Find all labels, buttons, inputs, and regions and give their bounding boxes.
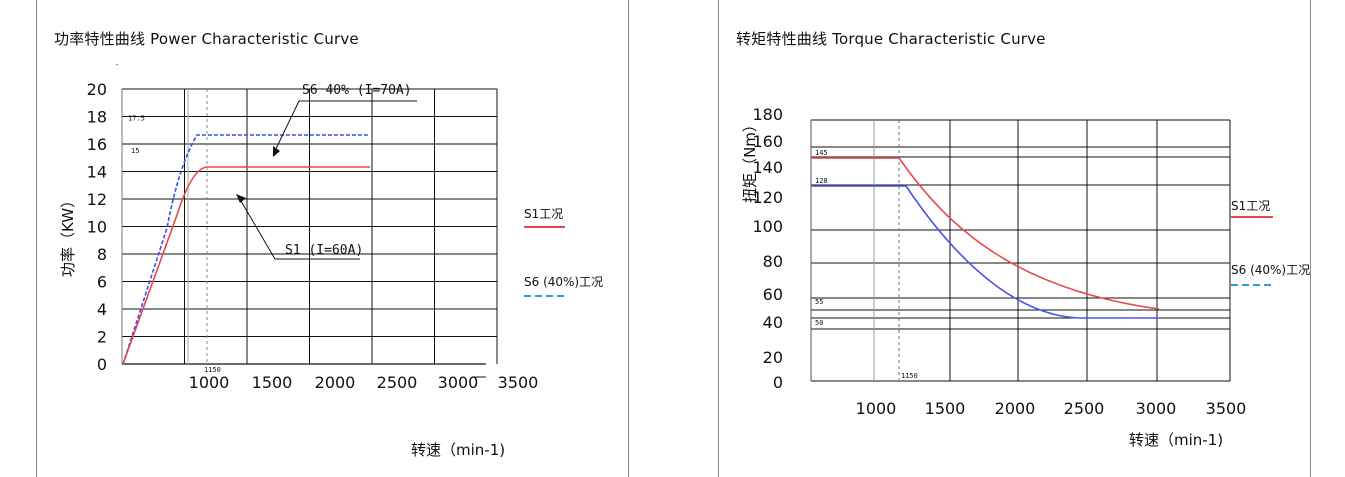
x-tick-label: 2500 xyxy=(377,373,418,392)
s6-curve xyxy=(122,134,370,365)
s6-torque-curve xyxy=(812,185,1159,319)
legend-s1-label: S1工况 xyxy=(1231,199,1270,213)
x-tick-label: 2000 xyxy=(995,399,1036,418)
x-knee-label: 1150 xyxy=(901,372,918,380)
annotation-s1-arrow xyxy=(236,194,246,203)
y-tick-label: 2 xyxy=(97,328,107,347)
y-tick-label: 180 xyxy=(752,105,783,124)
y-tick-label: 80 xyxy=(763,252,783,271)
torque-chart-title: 转矩特性曲线 Torque Characteristic Curve xyxy=(736,30,1046,48)
y-tick-label: 140 xyxy=(752,158,783,177)
value-label: 50 xyxy=(815,319,823,327)
x-tick-label: 1500 xyxy=(925,399,966,418)
legend-s6-label: S6 (40%)工况 xyxy=(524,275,603,289)
value-label: 55 xyxy=(815,298,823,306)
value-label-15: 15 xyxy=(131,147,139,155)
x-knee-label: 1150 xyxy=(204,366,221,374)
value-label: 128 xyxy=(815,177,828,185)
annotation-s1: S1 (I=60A) xyxy=(285,243,363,258)
annotation-s6-arrow xyxy=(273,146,280,157)
x-axis-title: 转速（min-1) xyxy=(411,441,505,459)
x-tick-label: 3000 xyxy=(438,373,479,392)
y-axis-title: 功率（KW） xyxy=(59,193,77,277)
y-axis-title: 扭矩（Nm） xyxy=(741,117,759,203)
annotation-s1-leader xyxy=(240,200,276,260)
value-label: 145 xyxy=(815,149,828,157)
s1-torque-curve xyxy=(812,157,1160,310)
x-tick-label: 2500 xyxy=(1064,399,1105,418)
y-tick-label: 0 xyxy=(773,373,783,392)
legend-s1-label: S1工况 xyxy=(524,207,563,221)
y-tick-label: 20 xyxy=(763,348,783,367)
y-tick-label: 60 xyxy=(763,285,783,304)
y-tick-label: 160 xyxy=(752,132,783,151)
value-label-17-5: 17.5 xyxy=(128,114,145,122)
x-tick-label: 3000 xyxy=(1136,399,1177,418)
x-tick-label: 1000 xyxy=(856,399,897,418)
y-tick-label: 18 xyxy=(87,108,107,127)
x-tick-label: 1000 xyxy=(189,373,230,392)
torque-chart: 0 20 40 60 80 100 120 140 160 180 1150 1000 1500 2000… xyxy=(741,105,1310,449)
torque-chart-panel: 转矩特性曲线 Torque Characteristic Curve 0 20 40… xyxy=(718,0,1311,477)
annotation-s6: S6 40% (I=70A) xyxy=(302,83,412,98)
y-tick-label: 12 xyxy=(87,190,107,209)
x-axis-title: 转速（min-1) xyxy=(1129,431,1223,449)
y-tick-label: 20 xyxy=(87,80,107,99)
s1-curve xyxy=(122,166,370,365)
legend-s6-label: S6 (40%)工况 xyxy=(1231,263,1310,277)
y-tick-label: 4 xyxy=(97,300,107,319)
y-tick-label: 8 xyxy=(97,245,107,264)
power-chart-title: 功率特性曲线 Power Characteristic Curve xyxy=(54,30,359,48)
y-tick-label: 0 xyxy=(97,355,107,374)
y-tick-label: 10 xyxy=(87,218,107,237)
y-tick-label: 40 xyxy=(763,313,783,332)
y-tick-label: 6 xyxy=(97,273,107,292)
axis-mark: - xyxy=(115,61,119,69)
y-tick-label: 100 xyxy=(752,217,783,236)
y-tick-label: 120 xyxy=(752,188,783,207)
annotation-s6-leader xyxy=(272,100,300,156)
power-chart-panel: 功率特性曲线 Power Characteristic Curve 0 2 4 6 8 1… xyxy=(36,0,629,477)
x-tick-label: 3500 xyxy=(1206,399,1247,418)
y-tick-label: 16 xyxy=(87,135,107,154)
x-tick-label: 1500 xyxy=(252,373,293,392)
y-tick-label: 14 xyxy=(87,163,107,182)
x-tick-label: 3500 xyxy=(498,373,539,392)
x-tick-label: 2000 xyxy=(315,373,356,392)
